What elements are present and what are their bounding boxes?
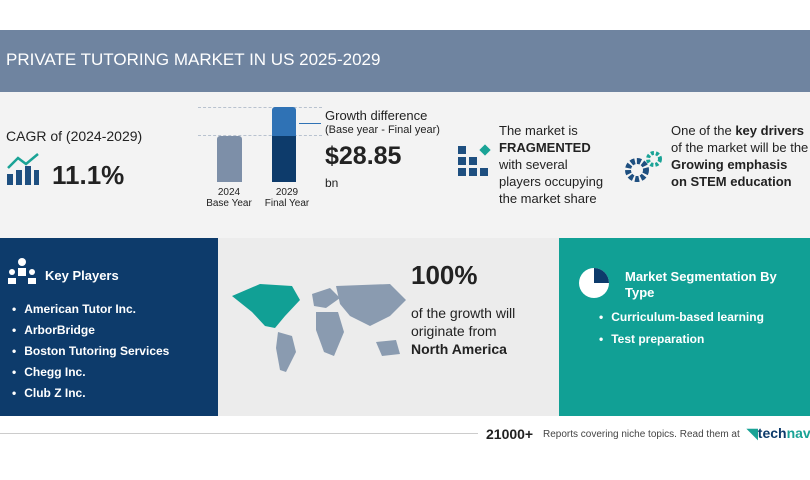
arrow-icon bbox=[299, 123, 321, 124]
drivers-text: One of the key drivers of the market will… bbox=[671, 123, 809, 189]
list-item: Chegg Inc. bbox=[12, 365, 169, 379]
geo-text: of the growth will originate from North Am… bbox=[411, 305, 516, 357]
geography-panel: 100% of the growth will originate from Nor… bbox=[218, 238, 559, 416]
list-item: American Tutor Inc. bbox=[12, 302, 169, 316]
footer-text: Reports covering niche topics. Read them… bbox=[543, 429, 740, 440]
list-item: Club Z Inc. bbox=[12, 386, 169, 400]
bar-label-2029: 2029 Final Year bbox=[264, 187, 310, 209]
growth-subtitle: (Base year - Final year) bbox=[325, 124, 440, 136]
key-players-list: American Tutor Inc. ArborBridge Boston T… bbox=[12, 302, 169, 407]
key-players-title: Key Players bbox=[45, 268, 119, 283]
segmentation-panel: Market Segmentation By Type Curriculum-b… bbox=[559, 238, 810, 416]
page-title: PRIVATE TUTORING MARKET IN US 2025-2029 bbox=[6, 50, 381, 69]
segmentation-title: Market Segmentation By Type bbox=[625, 269, 777, 300]
list-item: ArborBridge bbox=[12, 323, 169, 337]
technavio-logo[interactable]: ◥technavi bbox=[747, 425, 810, 441]
growth-chart-icon bbox=[7, 153, 39, 185]
footer-divider bbox=[0, 433, 478, 434]
pie-chart-icon bbox=[579, 268, 609, 298]
segmentation-list: Curriculum-based learning Test preparati… bbox=[599, 310, 764, 353]
world-map-icon bbox=[232, 284, 406, 372]
cagr-value: 11.1% bbox=[52, 160, 125, 190]
bar-label-2024: 2024 Base Year bbox=[206, 187, 252, 209]
people-icon bbox=[8, 258, 36, 284]
growth-value: $28.85 bbox=[325, 142, 402, 170]
header-banner: PRIVATE TUTORING MARKET IN US 2025-2029 bbox=[0, 30, 810, 92]
list-item: Test preparation bbox=[599, 332, 764, 346]
blocks-icon bbox=[458, 144, 491, 176]
cagr-label: CAGR of (2024-2029) bbox=[6, 128, 143, 144]
bar-2024 bbox=[217, 136, 242, 182]
stats-section: CAGR of (2024-2029) 11.1% 2024 Base Year … bbox=[0, 92, 810, 238]
geo-percentage: 100% bbox=[411, 260, 478, 290]
guide-line-base bbox=[198, 135, 322, 136]
bar-2029-base bbox=[272, 136, 296, 182]
list-item: Curriculum-based learning bbox=[599, 310, 764, 324]
gears-icon bbox=[625, 151, 662, 182]
list-item: Boston Tutoring Services bbox=[12, 344, 169, 358]
guide-line-top bbox=[198, 107, 322, 108]
growth-title: Growth difference bbox=[325, 108, 428, 123]
key-players-panel: Key Players American Tutor Inc. ArborBri… bbox=[0, 238, 218, 416]
market-structure-text: The market is FRAGMENTED with several playe… bbox=[499, 123, 604, 206]
growth-unit: bn bbox=[325, 176, 339, 190]
bar-2029-growth bbox=[272, 107, 296, 136]
report-count: 21000+ bbox=[486, 426, 534, 442]
